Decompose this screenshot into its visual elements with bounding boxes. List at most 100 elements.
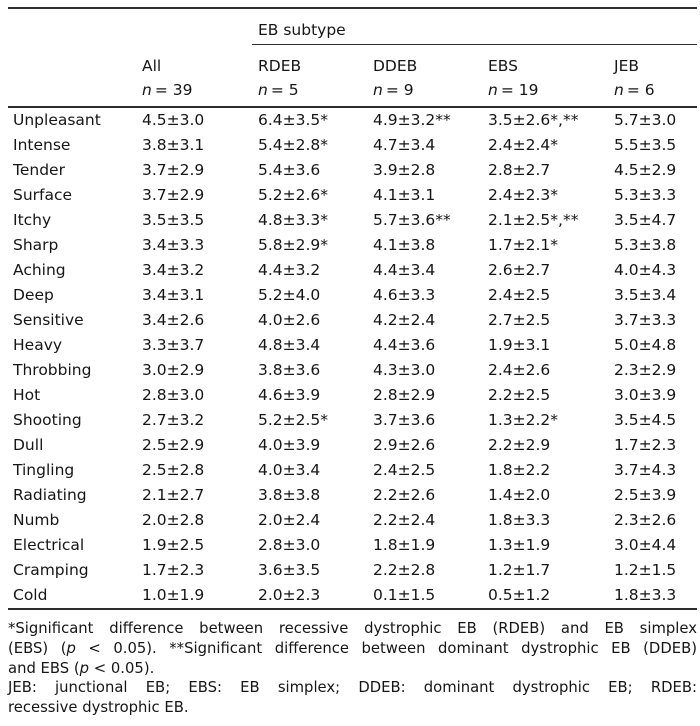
data-cell: 2.2±2.5	[488, 386, 551, 404]
header-spacer-cell	[8, 54, 142, 106]
data-cell: 1.9±2.5	[142, 536, 205, 554]
column-label: DDEB	[373, 57, 418, 75]
table-row: Hot 2.8±3.0 4.6±3.9 2.8±2.9 2.2±2.5 3.0±3.9	[8, 383, 697, 408]
row-label: Throbbing	[13, 361, 92, 379]
table-top-rule	[8, 7, 697, 9]
spanner-label: EB subtype	[258, 21, 346, 39]
table-row: Surface 3.7±2.9 5.2±2.6* 4.1±3.1 2.4±2.3* 5.3…	[8, 183, 697, 208]
data-cell: 2.1±2.5*,**	[488, 211, 579, 229]
table-row: Dull 2.5±2.9 4.0±3.9 2.9±2.6 2.2±2.9 1.7±2.3	[8, 433, 697, 458]
row-label: Sensitive	[13, 311, 84, 329]
spanner-heading: EB subtype	[252, 21, 697, 45]
column-header-ddeb: DDEB n = 9	[373, 54, 488, 106]
footnote-line: JEB: junctional EB; EBS: EB simplex; DDE…	[8, 678, 697, 698]
column-header-jeb: JEB n = 6	[614, 54, 697, 106]
table-row: Intense 3.8±3.1 5.4±2.8* 4.7±3.4 2.4±2.4* 5.5…	[8, 133, 697, 158]
data-cell: 3.0±2.9	[142, 361, 205, 379]
column-n-count: n = 9	[373, 78, 488, 102]
table-row: Radiating 2.1±2.7 3.8±3.8 2.2±2.6 1.4±2.0 2.5…	[8, 483, 697, 508]
data-cell: 5.0±4.8	[614, 336, 677, 354]
footnote-text: recessive dystrophic EB.	[8, 699, 189, 717]
data-cell: 1.2±1.7	[488, 561, 551, 579]
table-row: Tingling 2.5±2.8 4.0±3.4 2.4±2.5 1.8±2.2 3.7±…	[8, 458, 697, 483]
data-cell: 1.0±1.9	[142, 586, 205, 604]
data-cell: 3.0±4.4	[614, 536, 677, 554]
data-cell: 3.5±2.6*,**	[488, 111, 579, 129]
data-cell: 3.9±2.8	[373, 161, 436, 179]
data-cell: 2.9±2.6	[373, 436, 436, 454]
n-symbol: n	[258, 81, 268, 99]
data-cell: 1.9±3.1	[488, 336, 551, 354]
table-row: Aching 3.4±3.2 4.4±3.2 4.4±3.4 2.6±2.7 4.0±4.…	[8, 258, 697, 283]
n-value: = 5	[270, 81, 299, 99]
column-label: JEB	[614, 57, 639, 75]
data-cell: 4.6±3.3	[373, 286, 436, 304]
data-cell: 1.8±3.3	[614, 586, 677, 604]
data-cell: 2.2±2.4	[373, 511, 436, 529]
data-cell: 2.4±2.3*	[488, 186, 559, 204]
data-cell: 0.5±1.2	[488, 586, 551, 604]
data-cell: 3.5±3.4	[614, 286, 677, 304]
data-cell: 2.1±2.7	[142, 486, 205, 504]
data-cell: 1.7±2.3	[614, 436, 677, 454]
data-cell: 5.2±2.5*	[258, 411, 329, 429]
data-cell: 3.7±3.3	[614, 311, 677, 329]
data-cell: 6.4±3.5*	[258, 111, 329, 129]
data-cell: 5.7±3.0	[614, 111, 677, 129]
data-cell: 4.8±3.3*	[258, 211, 329, 229]
footnote-text: and EBS (	[8, 659, 80, 677]
column-n-count: n = 19	[488, 78, 614, 102]
data-cell: 4.0±3.9	[258, 436, 321, 454]
data-cell: 1.4±2.0	[488, 486, 551, 504]
data-cell: 1.7±2.1*	[488, 236, 559, 254]
data-cell: 4.0±2.6	[258, 311, 321, 329]
data-cell: 2.4±2.4*	[488, 136, 559, 154]
column-label: EBS	[488, 57, 518, 75]
row-label: Deep	[13, 286, 54, 304]
n-value: = 39	[154, 81, 193, 99]
row-label: Electrical	[13, 536, 85, 554]
data-cell: 3.3±3.7	[142, 336, 205, 354]
n-symbol: n	[488, 81, 498, 99]
data-cell: 3.8±3.1	[142, 136, 205, 154]
table-row: Electrical 1.9±2.5 2.8±3.0 1.8±1.9 1.3±1.9 3.…	[8, 533, 697, 558]
row-label: Shooting	[13, 411, 82, 429]
table-bottom-rule	[8, 608, 697, 610]
data-cell: 2.8±2.7	[488, 161, 551, 179]
table-row: Tender 3.7±2.9 5.4±3.6 3.9±2.8 2.8±2.7 4.5±2.…	[8, 158, 697, 183]
row-label: Radiating	[13, 486, 87, 504]
data-cell: 3.8±3.8	[258, 486, 321, 504]
data-cell: 4.3±3.0	[373, 361, 436, 379]
data-cell: 3.5±4.7	[614, 211, 677, 229]
data-cell: 5.5±3.5	[614, 136, 677, 154]
data-cell: 1.8±2.2	[488, 461, 551, 479]
row-label: Cold	[13, 586, 48, 604]
data-cell: 3.7±4.3	[614, 461, 677, 479]
column-header-ebs: EBS n = 19	[488, 54, 614, 106]
footnotes: *Significant difference between recessiv…	[8, 619, 697, 718]
table-row: Itchy 3.5±3.5 4.8±3.3* 5.7±3.6** 2.1±2.5*,**…	[8, 208, 697, 233]
data-cell: 2.2±2.6	[373, 486, 436, 504]
footnote-text: < 0.05).	[89, 659, 155, 677]
table-body: Unpleasant 4.5±3.0 6.4±3.5* 4.9±3.2** 3.5±2.…	[8, 108, 697, 608]
data-cell: 2.6±2.7	[488, 261, 551, 279]
data-cell: 1.2±1.5	[614, 561, 677, 579]
data-cell: 2.2±2.9	[488, 436, 551, 454]
row-label: Hot	[13, 386, 41, 404]
n-symbol: n	[373, 81, 383, 99]
data-cell: 4.1±3.8	[373, 236, 436, 254]
data-cell: 4.4±3.4	[373, 261, 436, 279]
data-cell: 4.8±3.4	[258, 336, 321, 354]
n-value: = 19	[500, 81, 539, 99]
row-label: Cramping	[13, 561, 89, 579]
row-label: Tingling	[13, 461, 75, 479]
row-label: Heavy	[13, 336, 63, 354]
column-label: RDEB	[258, 57, 302, 75]
data-cell: 3.0±3.9	[614, 386, 677, 404]
italic-p: p	[66, 639, 76, 657]
data-cell: 2.5±2.8	[142, 461, 205, 479]
footnote-line: *Significant difference between recessiv…	[8, 619, 697, 639]
data-cell: 4.9±3.2**	[373, 111, 451, 129]
data-cell: 3.7±2.9	[142, 161, 205, 179]
